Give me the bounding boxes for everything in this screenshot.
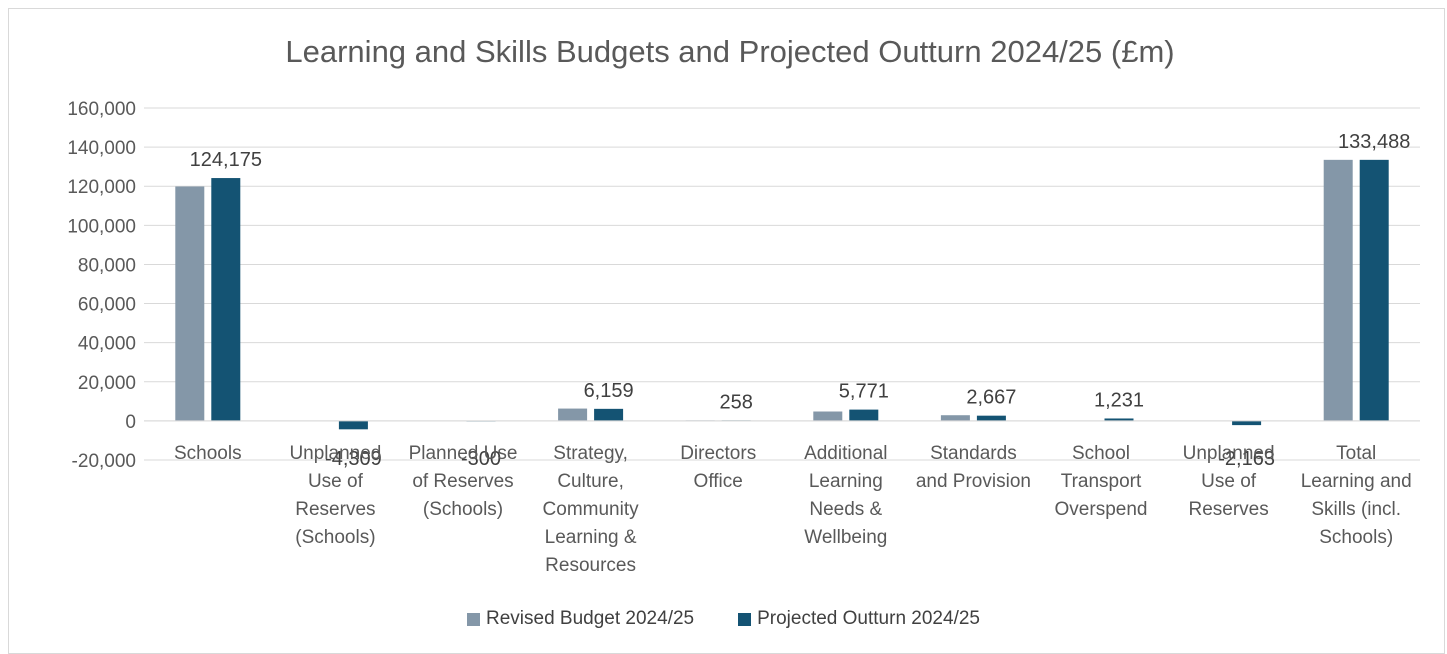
x-tick-label: Total — [1336, 443, 1376, 464]
data-label: -2,163 — [1218, 448, 1275, 470]
x-tick-label: Use of — [1201, 471, 1257, 492]
data-label: 258 — [720, 391, 753, 413]
x-tick-label: Schools — [174, 443, 242, 464]
y-tick-label: -20,000 — [72, 451, 136, 472]
y-tick-label: 40,000 — [78, 334, 136, 355]
data-label: -4,309 — [325, 448, 382, 470]
data-label: 1,231 — [1094, 389, 1144, 411]
x-tick-label: Reserves — [1188, 499, 1268, 520]
y-tick-label: 20,000 — [78, 373, 136, 394]
bar-projected-outturn — [338, 420, 368, 430]
x-tick-label: Learning and — [1301, 471, 1412, 492]
chart-title: Learning and Skills Budgets and Projecte… — [285, 34, 1175, 69]
x-tick-label: (Schools) — [423, 499, 503, 520]
bar-projected-outturn — [1232, 420, 1262, 426]
x-tick-label: Wellbeing — [804, 527, 887, 548]
x-tick-label: (Schools) — [295, 527, 375, 548]
data-label: 5,771 — [839, 381, 889, 403]
x-tick-label: Reserves — [295, 499, 375, 520]
y-tick-label: 140,000 — [67, 138, 136, 159]
chart-legend: Revised Budget 2024/25 Projected Outturn… — [0, 608, 1447, 630]
bar-projected-outturn — [1359, 159, 1389, 421]
x-tick-label: Overspend — [1055, 499, 1148, 520]
y-tick-label: 160,000 — [67, 99, 136, 120]
x-tick-label: Additional — [804, 443, 887, 464]
data-label: 133,488 — [1338, 131, 1410, 153]
data-label: 124,175 — [190, 149, 262, 171]
data-label: 2,667 — [966, 387, 1016, 409]
x-tick-label: Planned Use — [409, 443, 518, 464]
x-tick-label: of Reserves — [412, 471, 513, 492]
legend-swatch-projected-outturn — [738, 612, 752, 626]
y-tick-label: 100,000 — [67, 216, 136, 237]
bar-revised-budget — [558, 408, 588, 421]
legend-swatch-revised-budget — [467, 612, 480, 626]
x-tick-label: Strategy, — [553, 443, 628, 464]
x-tick-label: Skills (incl. — [1311, 499, 1401, 520]
bar-revised-budget — [813, 411, 843, 421]
y-tick-label: 120,000 — [67, 177, 136, 198]
bar-revised-budget — [940, 415, 970, 421]
x-tick-label: Office — [694, 471, 743, 492]
bar-projected-outturn — [976, 415, 1006, 421]
x-tick-label: Needs & — [809, 499, 882, 520]
legend-item-revised-budget: Revised Budget 2024/25 — [467, 608, 694, 630]
x-tick-label: Learning — [809, 471, 883, 492]
x-tick-label: Culture, — [557, 471, 624, 492]
bar-projected-outturn — [594, 408, 624, 421]
chart-frame — [8, 8, 1445, 654]
legend-label-projected-outturn: Projected Outturn 2024/25 — [757, 608, 980, 629]
x-tick-label: Transport — [1061, 471, 1142, 492]
x-tick-label: Community — [543, 499, 640, 520]
x-tick-label: Schools) — [1319, 527, 1393, 548]
x-tick-label: and Provision — [916, 471, 1031, 492]
x-tick-label: Standards — [930, 443, 1017, 464]
bar-projected-outturn — [849, 409, 879, 421]
data-label: 6,159 — [584, 380, 634, 402]
y-tick-label: 60,000 — [78, 295, 136, 316]
x-tick-label: Directors — [680, 443, 756, 464]
data-label: -300 — [461, 448, 501, 470]
legend-item-projected-outturn: Projected Outturn 2024/25 — [738, 608, 980, 630]
x-tick-label: Unplanned — [1183, 443, 1275, 464]
bar-revised-budget — [1323, 159, 1353, 421]
x-tick-label: Use of — [308, 471, 364, 492]
x-tick-label: Learning & — [545, 527, 637, 548]
bar-revised-budget — [175, 186, 205, 421]
y-tick-label: 80,000 — [78, 255, 136, 276]
x-tick-label: Unplanned — [289, 443, 381, 464]
y-tick-label: 0 — [125, 412, 136, 433]
bar-projected-outturn — [211, 178, 241, 421]
x-tick-label: Resources — [545, 555, 636, 576]
x-tick-label: School — [1072, 443, 1130, 464]
legend-label-revised-budget: Revised Budget 2024/25 — [486, 608, 695, 629]
bar-projected-outturn — [1104, 418, 1134, 421]
